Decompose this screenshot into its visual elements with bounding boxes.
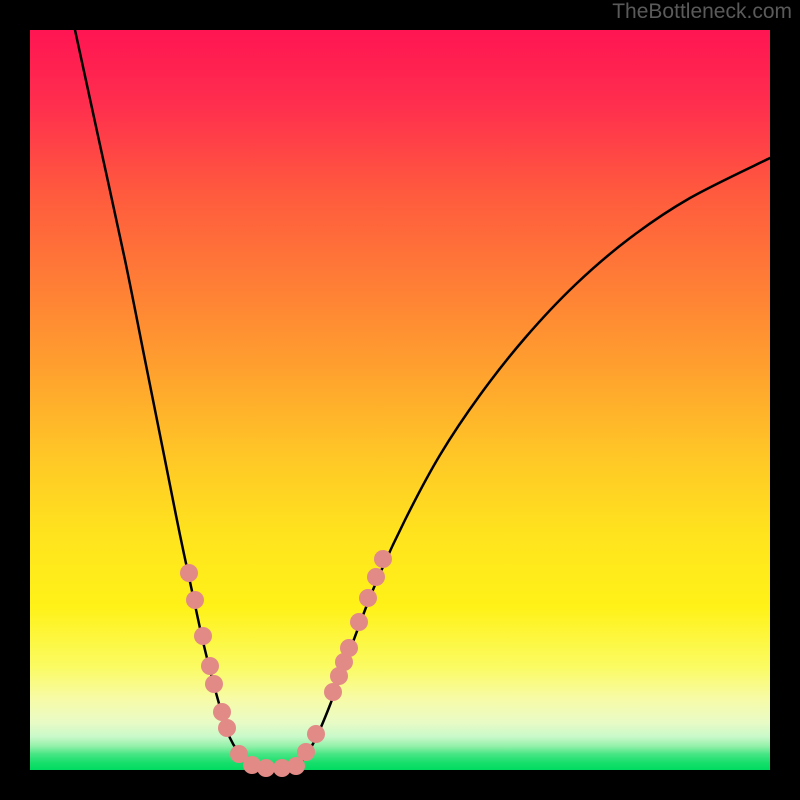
data-marker [186,591,204,609]
data-marker [350,613,368,631]
data-marker [257,759,275,777]
data-marker [218,719,236,737]
plot-area [30,30,770,770]
data-marker [297,743,315,761]
data-marker [194,627,212,645]
data-marker [359,589,377,607]
data-marker [180,564,198,582]
data-marker [324,683,342,701]
watermark-text: TheBottleneck.com [612,0,792,24]
data-marker [307,725,325,743]
data-marker [201,657,219,675]
data-marker [213,703,231,721]
bottleneck-chart [0,0,800,800]
data-marker [340,639,358,657]
data-marker [367,568,385,586]
data-marker [205,675,223,693]
data-marker [374,550,392,568]
